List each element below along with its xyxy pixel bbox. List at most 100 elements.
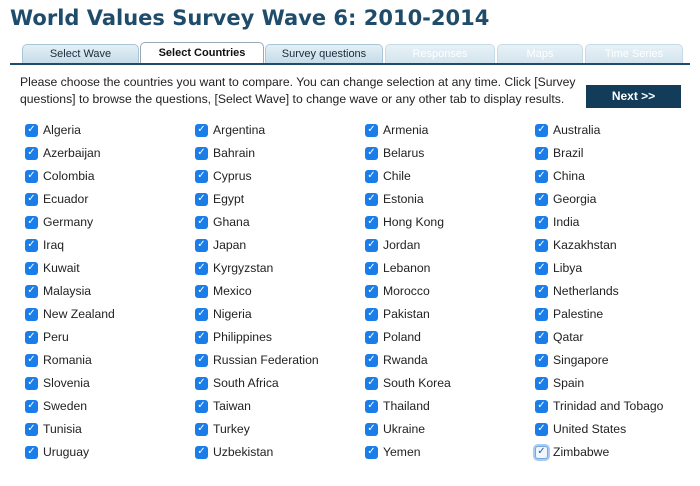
country-checkbox[interactable] bbox=[535, 238, 548, 252]
country-item[interactable]: Poland bbox=[365, 328, 421, 346]
country-item[interactable]: Palestine bbox=[535, 305, 603, 323]
country-item[interactable]: Trinidad and Tobago bbox=[535, 397, 663, 415]
country-checkbox[interactable] bbox=[535, 353, 548, 367]
country-checkbox[interactable] bbox=[365, 422, 378, 436]
country-item[interactable]: Cyprus bbox=[195, 167, 252, 185]
country-item[interactable]: Lebanon bbox=[365, 259, 430, 277]
country-item[interactable]: Colombia bbox=[25, 167, 94, 185]
country-item[interactable]: Iraq bbox=[25, 236, 64, 254]
country-item[interactable]: Spain bbox=[535, 374, 584, 392]
tab-select-wave[interactable]: Select Wave bbox=[22, 44, 139, 63]
country-item[interactable]: Nigeria bbox=[195, 305, 252, 323]
country-item[interactable]: Romania bbox=[25, 351, 92, 369]
country-checkbox[interactable] bbox=[365, 376, 378, 390]
country-item[interactable]: Morocco bbox=[365, 282, 430, 300]
country-checkbox[interactable] bbox=[535, 215, 548, 229]
country-item[interactable]: Thailand bbox=[365, 397, 430, 415]
country-checkbox[interactable] bbox=[365, 215, 378, 229]
country-item[interactable]: Taiwan bbox=[195, 397, 251, 415]
country-checkbox[interactable] bbox=[195, 238, 208, 252]
country-checkbox[interactable] bbox=[535, 261, 548, 275]
country-item[interactable]: Belarus bbox=[365, 144, 424, 162]
country-checkbox[interactable] bbox=[25, 353, 38, 367]
country-item[interactable]: Libya bbox=[535, 259, 582, 277]
country-checkbox[interactable] bbox=[25, 330, 38, 344]
country-item[interactable]: Uzbekistan bbox=[195, 443, 273, 461]
country-checkbox[interactable] bbox=[25, 307, 38, 321]
country-checkbox[interactable] bbox=[535, 376, 548, 390]
tab-survey-questions[interactable]: Survey questions bbox=[265, 44, 383, 63]
country-item[interactable]: Chile bbox=[365, 167, 411, 185]
country-item[interactable]: Singapore bbox=[535, 351, 609, 369]
country-item[interactable]: India bbox=[535, 213, 579, 231]
country-checkbox[interactable] bbox=[25, 215, 38, 229]
country-item[interactable]: Azerbaijan bbox=[25, 144, 101, 162]
country-checkbox[interactable] bbox=[25, 376, 38, 390]
country-item[interactable]: Bahrain bbox=[195, 144, 255, 162]
country-item[interactable]: Uruguay bbox=[25, 443, 89, 461]
country-checkbox[interactable] bbox=[25, 169, 38, 183]
country-checkbox[interactable] bbox=[25, 123, 38, 137]
country-checkbox[interactable] bbox=[365, 169, 378, 183]
country-checkbox[interactable] bbox=[195, 399, 208, 413]
country-checkbox[interactable] bbox=[535, 192, 548, 206]
country-item[interactable]: Yemen bbox=[365, 443, 421, 461]
country-checkbox[interactable] bbox=[195, 284, 208, 298]
country-item[interactable]: Sweden bbox=[25, 397, 87, 415]
country-item[interactable]: Rwanda bbox=[365, 351, 428, 369]
country-checkbox[interactable] bbox=[195, 192, 208, 206]
next-button[interactable]: Next >> bbox=[586, 85, 681, 108]
country-checkbox[interactable] bbox=[25, 261, 38, 275]
country-item[interactable]: Jordan bbox=[365, 236, 420, 254]
country-checkbox[interactable] bbox=[25, 192, 38, 206]
country-item[interactable]: Kuwait bbox=[25, 259, 80, 277]
country-item[interactable]: Kyrgyzstan bbox=[195, 259, 273, 277]
country-item[interactable]: Egypt bbox=[195, 190, 244, 208]
country-checkbox[interactable] bbox=[365, 123, 378, 137]
country-item[interactable]: Armenia bbox=[365, 121, 428, 139]
country-item[interactable]: Hong Kong bbox=[365, 213, 444, 231]
country-checkbox[interactable] bbox=[195, 169, 208, 183]
country-checkbox[interactable] bbox=[25, 422, 38, 436]
country-item[interactable]: Turkey bbox=[195, 420, 250, 438]
country-checkbox[interactable] bbox=[365, 146, 378, 160]
country-item[interactable]: Malaysia bbox=[25, 282, 91, 300]
country-item[interactable]: South Africa bbox=[195, 374, 279, 392]
country-checkbox[interactable] bbox=[195, 330, 208, 344]
country-checkbox[interactable] bbox=[25, 146, 38, 160]
country-item[interactable]: Ghana bbox=[195, 213, 250, 231]
country-checkbox[interactable] bbox=[365, 238, 378, 252]
country-item[interactable]: South Korea bbox=[365, 374, 451, 392]
country-item[interactable]: Australia bbox=[535, 121, 600, 139]
country-item[interactable]: Pakistan bbox=[365, 305, 430, 323]
country-item[interactable]: Mexico bbox=[195, 282, 252, 300]
country-checkbox[interactable] bbox=[25, 399, 38, 413]
country-item[interactable]: Ecuador bbox=[25, 190, 88, 208]
country-checkbox[interactable] bbox=[535, 330, 548, 344]
country-checkbox[interactable] bbox=[365, 330, 378, 344]
country-checkbox[interactable] bbox=[25, 445, 38, 459]
country-checkbox[interactable] bbox=[365, 307, 378, 321]
country-item[interactable]: Georgia bbox=[535, 190, 596, 208]
country-checkbox[interactable] bbox=[195, 123, 208, 137]
country-item[interactable]: Slovenia bbox=[25, 374, 90, 392]
country-item[interactable]: Brazil bbox=[535, 144, 583, 162]
country-item[interactable]: New Zealand bbox=[25, 305, 115, 323]
country-checkbox[interactable] bbox=[195, 376, 208, 390]
country-checkbox[interactable] bbox=[365, 261, 378, 275]
country-checkbox[interactable] bbox=[195, 422, 208, 436]
country-checkbox[interactable] bbox=[365, 399, 378, 413]
country-item[interactable]: Zimbabwe bbox=[535, 443, 609, 461]
country-item[interactable]: Qatar bbox=[535, 328, 583, 346]
country-checkbox[interactable] bbox=[535, 307, 548, 321]
country-checkbox[interactable] bbox=[195, 215, 208, 229]
country-checkbox[interactable] bbox=[535, 123, 548, 137]
country-checkbox[interactable] bbox=[365, 284, 378, 298]
country-item[interactable]: Japan bbox=[195, 236, 246, 254]
country-item[interactable]: Netherlands bbox=[535, 282, 619, 300]
country-item[interactable]: Ukraine bbox=[365, 420, 425, 438]
country-item[interactable]: United States bbox=[535, 420, 626, 438]
country-item[interactable]: Germany bbox=[25, 213, 93, 231]
country-checkbox[interactable] bbox=[195, 146, 208, 160]
country-item[interactable]: Tunisia bbox=[25, 420, 82, 438]
